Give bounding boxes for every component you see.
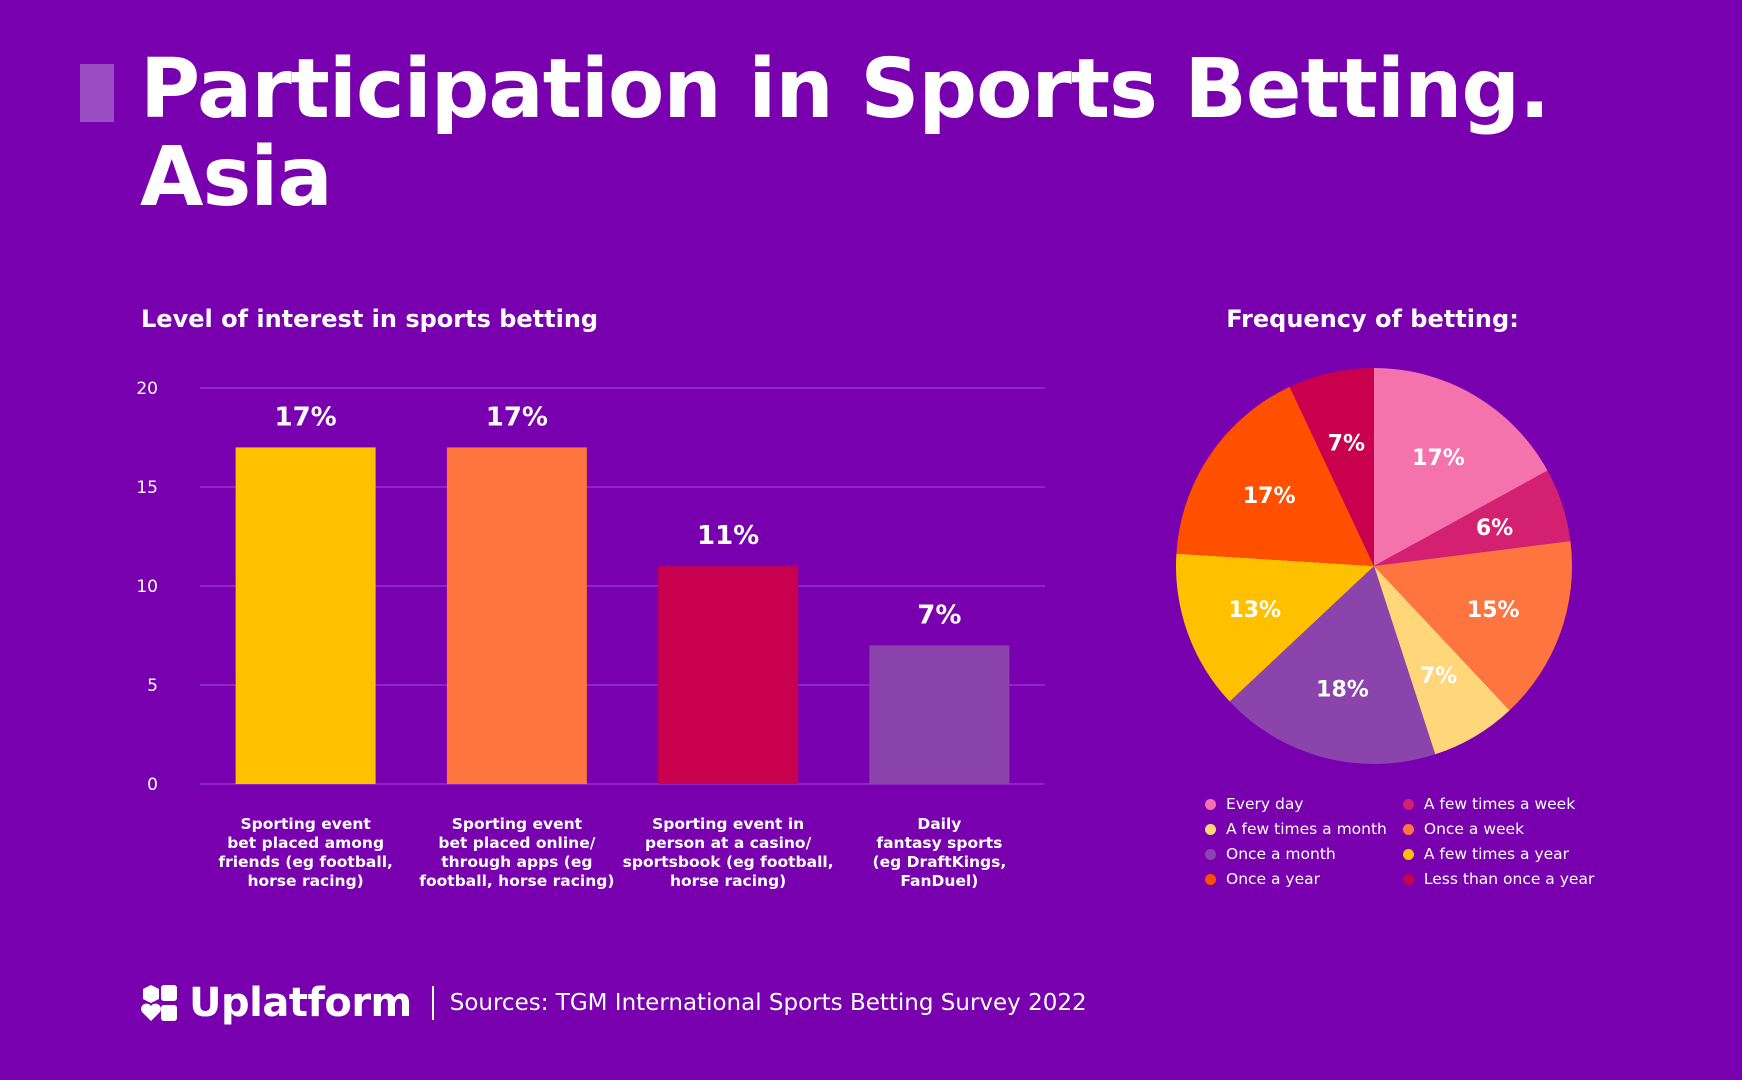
legend-swatch bbox=[1205, 823, 1216, 835]
x-category-label: Sporting event bet placed online/through … bbox=[419, 815, 614, 890]
legend-item: Once a year bbox=[1205, 870, 1387, 888]
pie-slice bbox=[1289, 368, 1374, 566]
footer-divider bbox=[431, 986, 434, 1020]
pie-data-label: 13% bbox=[1228, 598, 1281, 623]
legend-swatch bbox=[1205, 873, 1216, 885]
legend-swatch bbox=[1402, 823, 1414, 835]
pie-data-label: 15% bbox=[1467, 598, 1520, 623]
pie-chart: 17% 6% 15% 7% 18% 13% 17% 7% bbox=[1176, 368, 1572, 764]
y-tick-label: 15 bbox=[136, 478, 158, 498]
bar bbox=[446, 447, 587, 784]
bar-data-label: 7% bbox=[917, 600, 961, 630]
pie-data-label: 18% bbox=[1316, 678, 1369, 703]
legend-label: Once a week bbox=[1423, 820, 1525, 838]
pie-slice bbox=[1374, 566, 1510, 755]
legend-swatch bbox=[1402, 798, 1414, 810]
pie-slice bbox=[1229, 566, 1436, 764]
y-tick-label: 0 bbox=[147, 775, 158, 795]
legend-item: A few times a week bbox=[1402, 795, 1594, 813]
legend-label: Every day bbox=[1226, 795, 1304, 813]
legend-item: Once a month bbox=[1205, 845, 1387, 863]
legend-item: Once a week bbox=[1402, 820, 1594, 838]
legend-swatch bbox=[1402, 848, 1414, 860]
bar bbox=[658, 566, 799, 784]
y-tick-label: 5 bbox=[147, 676, 158, 696]
page-title: Participation in Sports Betting. Asia bbox=[140, 46, 1640, 222]
title-accent-bar bbox=[80, 64, 114, 122]
bar-chart-title: Level of interest in sports betting bbox=[141, 305, 599, 333]
pie-data-label: 17% bbox=[1412, 446, 1465, 471]
page-title-line2: Asia bbox=[140, 130, 333, 225]
legend-label: Once a year bbox=[1226, 870, 1321, 888]
x-category-label: Daily fantasy sports (eg DraftKings, FanDue… bbox=[872, 815, 1006, 890]
sources-text: Sources: TGM International Sports Bettin… bbox=[449, 990, 1087, 1016]
footer: Uplatform Sources: TGM International Spo… bbox=[141, 980, 1087, 1026]
uplatform-logo-icon bbox=[141, 985, 177, 1021]
pie-slice bbox=[1374, 470, 1571, 566]
legend-label: A few times a month bbox=[1226, 820, 1387, 838]
y-tick-label: 20 bbox=[136, 379, 158, 399]
pie-slice bbox=[1374, 541, 1572, 711]
pie-slice bbox=[1374, 368, 1548, 566]
y-tick-label: 10 bbox=[136, 577, 158, 597]
legend-swatch bbox=[1205, 848, 1216, 860]
page-title-line1: Participation in Sports Betting. bbox=[140, 42, 1550, 137]
legend-item: A few times a year bbox=[1402, 845, 1594, 863]
pie-data-label: 7% bbox=[1328, 431, 1365, 456]
pie-slice bbox=[1176, 553, 1374, 702]
bar-data-label: 11% bbox=[697, 521, 759, 551]
pie-legend: Every day A few times a week A few times a… bbox=[1205, 795, 1594, 888]
legend-swatch bbox=[1205, 798, 1216, 810]
legend-label: A few times a year bbox=[1423, 845, 1570, 863]
bar-chart: 0 5 10 15 20 17% Sporting event bet placed amon… bbox=[136, 379, 1045, 890]
legend-label: A few times a week bbox=[1423, 795, 1576, 813]
pie-data-label: 17% bbox=[1243, 484, 1296, 509]
pie-data-label: 6% bbox=[1476, 516, 1513, 541]
x-category-label: Sporting event bet placed among friends (e… bbox=[218, 815, 393, 890]
pie-slice bbox=[1176, 386, 1374, 566]
brand-name: Uplatform bbox=[189, 980, 412, 1026]
pie-data-label: 7% bbox=[1420, 664, 1457, 689]
legend-label: Once a month bbox=[1226, 845, 1336, 863]
bar-data-label: 17% bbox=[275, 402, 337, 432]
legend-item: Every day bbox=[1205, 795, 1387, 813]
bar bbox=[869, 645, 1010, 784]
pie-chart-title: Frequency of betting: bbox=[1226, 305, 1519, 333]
bar-data-label: 17% bbox=[486, 402, 548, 432]
legend-item: A few times a month bbox=[1205, 820, 1387, 838]
bar bbox=[235, 447, 376, 784]
legend-label: Less than once a year bbox=[1423, 870, 1595, 888]
legend-item: Less than once a year bbox=[1402, 870, 1595, 888]
legend-swatch bbox=[1402, 873, 1414, 885]
x-category-label: Sporting event in person at a casino/spor… bbox=[623, 815, 834, 890]
